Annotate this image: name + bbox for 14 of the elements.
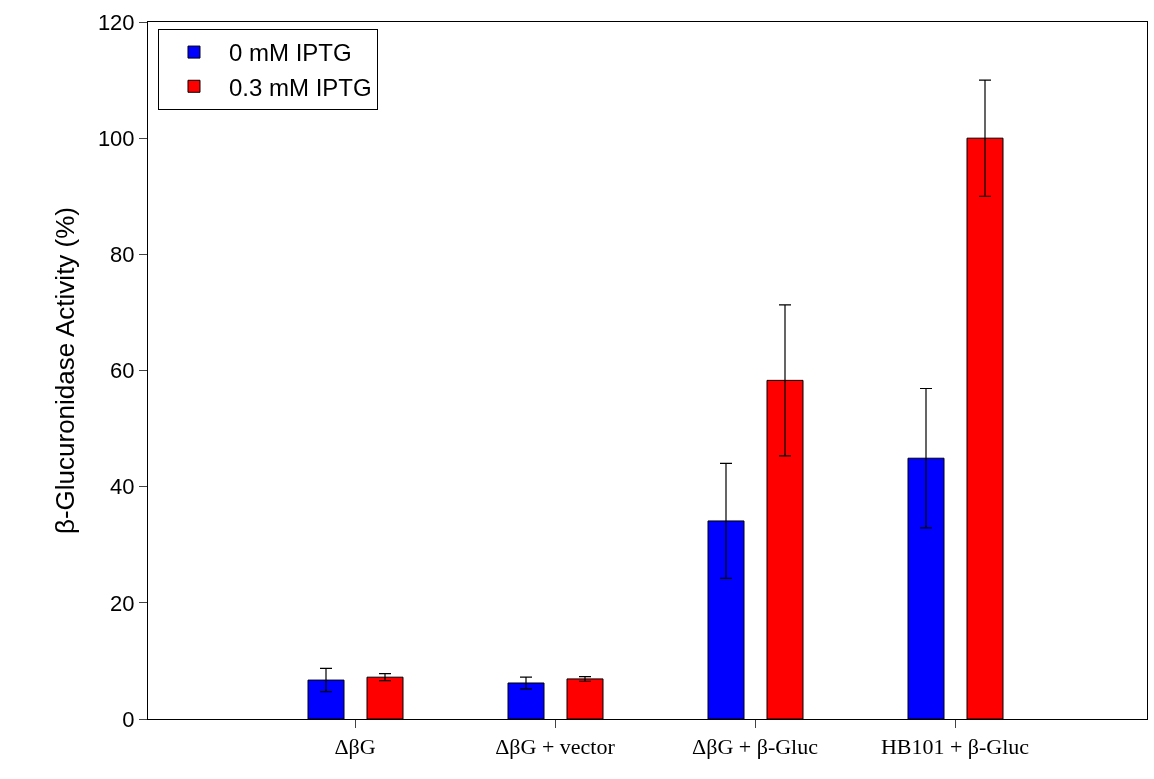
legend-label: 0 mM IPTG <box>228 39 352 67</box>
y-axis-title: β-Glucuronidase Activity (%) <box>50 206 81 535</box>
y-tick-label: 120 <box>97 9 135 35</box>
y-tick-label: 60 <box>110 358 135 384</box>
y-tick-label: 80 <box>110 242 135 268</box>
y-tick-label: 0 <box>122 706 135 732</box>
x-tick-label: ΔβG + β-Gluc <box>692 734 819 760</box>
y-tick-label: 20 <box>110 590 135 616</box>
legend-label: 0.3 mM IPTG <box>228 73 372 101</box>
y-tick-label: 40 <box>110 474 135 500</box>
x-tick-label: HB101 + β-Gluc <box>880 734 1030 760</box>
y-tick-label: 100 <box>97 125 135 151</box>
x-tick-label: ΔβG <box>334 734 376 760</box>
x-tick-label: ΔβG + vector <box>495 734 616 760</box>
